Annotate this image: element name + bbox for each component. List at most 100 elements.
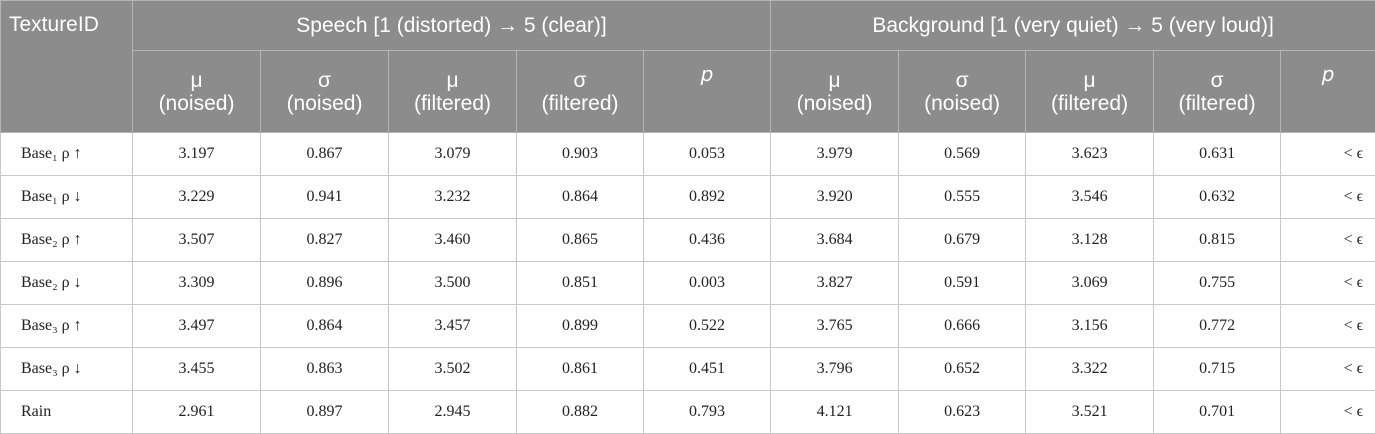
cell: 0.003 [644, 262, 771, 305]
cell: 3.156 [1026, 305, 1154, 348]
subheader-symbol: μ [389, 69, 516, 92]
cell: 3.684 [771, 219, 899, 262]
header-cell: TextureID [1, 1, 133, 133]
row-label: Base₃ ρ ↑ [1, 305, 133, 348]
subheader-row: μ(noised)σ(noised)μ(filtered)σ(filtered)… [1, 51, 1375, 133]
cell: < ϵ [1281, 262, 1375, 305]
subheader-cell: σ(filtered) [1154, 51, 1281, 133]
cell: 3.455 [133, 348, 261, 391]
cell: 0.569 [899, 133, 1026, 176]
cell: 0.892 [644, 176, 771, 219]
cell: 3.079 [389, 133, 517, 176]
cell: 3.457 [389, 305, 517, 348]
subheader-symbol: σ [1154, 69, 1280, 92]
cell: 0.701 [1154, 391, 1281, 434]
cell: 3.623 [1026, 133, 1154, 176]
subheader-symbol: p [701, 62, 714, 86]
row-label: Base₂ ρ ↓ [1, 262, 133, 305]
cell: 0.436 [644, 219, 771, 262]
cell: < ϵ [1281, 348, 1375, 391]
cell: 3.796 [771, 348, 899, 391]
row-label: Base₂ ρ ↑ [1, 219, 133, 262]
subheader-label: (filtered) [1154, 92, 1280, 115]
subheader-label: (noised) [771, 92, 898, 115]
cell: 2.945 [389, 391, 517, 434]
cell: 0.815 [1154, 219, 1281, 262]
cell: 0.053 [644, 133, 771, 176]
cell: 0.903 [517, 133, 644, 176]
cell: 0.632 [1154, 176, 1281, 219]
cell: 3.502 [389, 348, 517, 391]
cell: 0.715 [1154, 348, 1281, 391]
cell: 0.941 [261, 176, 389, 219]
subheader-symbol: σ [517, 69, 643, 92]
cell: 0.865 [517, 219, 644, 262]
cell: 3.979 [771, 133, 899, 176]
cell: 0.863 [261, 348, 389, 391]
subheader-cell: μ(filtered) [1026, 51, 1154, 133]
cell: 3.920 [771, 176, 899, 219]
cell: 0.864 [261, 305, 389, 348]
cell: 0.451 [644, 348, 771, 391]
cell: < ϵ [1281, 305, 1375, 348]
row-label: Base₁ ρ ↓ [1, 176, 133, 219]
subheader-cell: σ(noised) [261, 51, 389, 133]
subheader-cell: μ(filtered) [389, 51, 517, 133]
cell: 0.591 [899, 262, 1026, 305]
cell: 0.861 [517, 348, 644, 391]
cell: < ϵ [1281, 391, 1375, 434]
subheader-cell: σ(filtered) [517, 51, 644, 133]
cell: 3.069 [1026, 262, 1154, 305]
cell: 0.631 [1154, 133, 1281, 176]
cell: 3.765 [771, 305, 899, 348]
cell: 0.867 [261, 133, 389, 176]
row-label: Base₃ ρ ↓ [1, 348, 133, 391]
cell: 0.666 [899, 305, 1026, 348]
cell: 3.500 [389, 262, 517, 305]
subheader-label: (noised) [133, 92, 260, 115]
cell: 0.772 [1154, 305, 1281, 348]
cell: 0.899 [517, 305, 644, 348]
subheader-label: (filtered) [389, 92, 516, 115]
cell: 3.232 [389, 176, 517, 219]
subheader-symbol: σ [899, 69, 1025, 92]
cell: 0.897 [261, 391, 389, 434]
header-row: TextureID Speech [1 (distorted) → 5 (cle… [1, 1, 1375, 51]
subheader-cell: μ(noised) [771, 51, 899, 133]
subheader-cell: p [1281, 51, 1375, 133]
cell: 0.679 [899, 219, 1026, 262]
cell: < ϵ [1281, 176, 1375, 219]
subheader-symbol: p [1322, 62, 1335, 86]
subheader-label: (filtered) [517, 92, 643, 115]
subheader-symbol: σ [261, 69, 388, 92]
cell: 0.652 [899, 348, 1026, 391]
cell: 3.460 [389, 219, 517, 262]
page: TextureID Speech [1 (distorted) → 5 (cle… [0, 0, 1375, 425]
subheader-cell: μ(noised) [133, 51, 261, 133]
subheader-symbol: μ [1026, 69, 1153, 92]
cell: 0.864 [517, 176, 644, 219]
cell: 0.896 [261, 262, 389, 305]
cell: 0.851 [517, 262, 644, 305]
cell: 3.497 [133, 305, 261, 348]
cell: < ϵ [1281, 219, 1375, 262]
cell: 3.521 [1026, 391, 1154, 434]
header-cell: Speech [1 (distorted) → 5 (clear)] [133, 1, 771, 51]
subheader-label: (noised) [899, 92, 1025, 115]
header-cell: Background [1 (very quiet) → 5 (very lou… [771, 1, 1375, 51]
cell: 0.623 [899, 391, 1026, 434]
subheader-label: (filtered) [1026, 92, 1153, 115]
cell: 0.755 [1154, 262, 1281, 305]
cell: 3.229 [133, 176, 261, 219]
cell: 4.121 [771, 391, 899, 434]
subheader-label: (noised) [261, 92, 388, 115]
